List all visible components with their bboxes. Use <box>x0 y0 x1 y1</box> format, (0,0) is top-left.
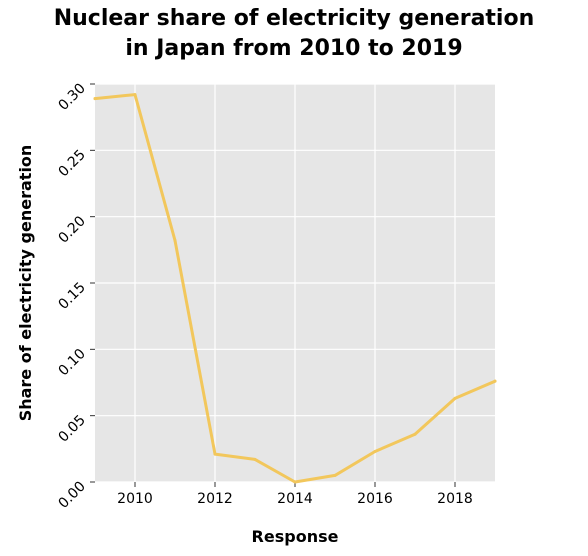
data-point <box>253 457 257 461</box>
data-point <box>413 432 417 436</box>
data-point <box>333 473 337 477</box>
y-tick-label: 0.05 <box>55 412 88 445</box>
series-layer <box>93 93 497 484</box>
y-axis: 0.00 0.05 0.10 0.15 0.20 0.25 0.30 <box>55 81 95 512</box>
y-tick-label: 0.25 <box>55 147 88 180</box>
y-axis-label: Share of electricity generation <box>16 145 35 422</box>
x-tick-label: 2012 <box>197 491 233 507</box>
chart-title: Nuclear share of electricity generation … <box>0 4 588 64</box>
y-tick-label: 0.15 <box>55 280 88 313</box>
chart-title-line-1: Nuclear share of electricity generation <box>53 6 535 31</box>
data-point <box>293 480 297 484</box>
y-tick-label: 0.10 <box>55 346 88 379</box>
data-point <box>173 239 177 243</box>
grid-lines <box>95 83 495 483</box>
y-tick-label: 0.00 <box>55 479 88 512</box>
x-axis-label: Response <box>252 527 339 546</box>
x-axis: 2010 2012 2014 2016 2018 <box>117 482 473 507</box>
data-point <box>133 93 137 97</box>
chart-title-line-2: in Japan from 2010 to 2019 <box>125 36 463 61</box>
x-tick-label: 2010 <box>117 491 153 507</box>
y-tick-label: 0.30 <box>55 81 88 114</box>
data-point <box>213 452 217 456</box>
x-tick-label: 2018 <box>437 491 473 507</box>
x-tick-label: 2016 <box>357 491 393 507</box>
y-tick-label: 0.20 <box>55 213 88 246</box>
data-point <box>453 396 457 400</box>
data-point <box>493 379 497 383</box>
data-point <box>93 97 97 101</box>
x-tick-label: 2014 <box>277 491 313 507</box>
data-point <box>373 449 377 453</box>
